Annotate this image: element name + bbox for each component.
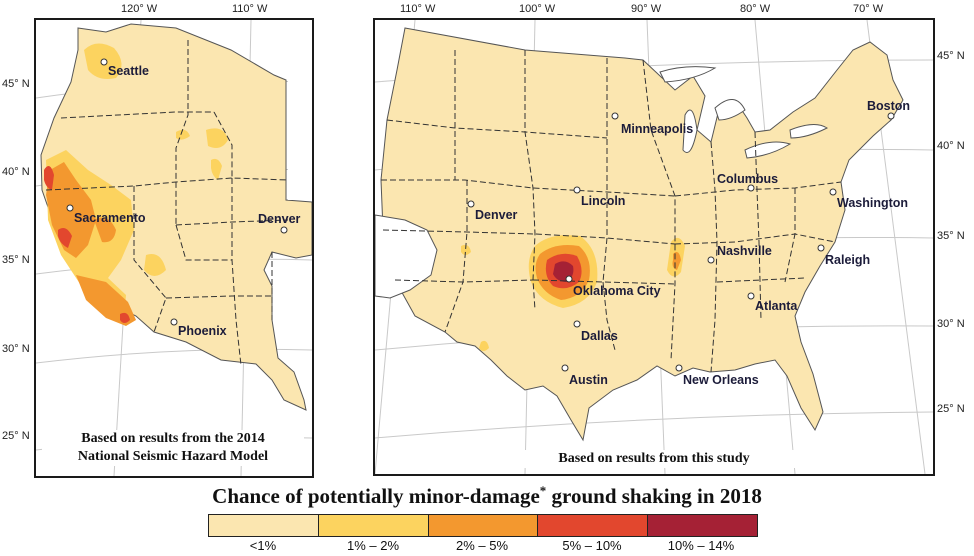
city-label-raleigh: Raleigh	[825, 253, 870, 267]
right-state-borders	[381, 50, 842, 373]
legend-label-10-14: 10% – 14%	[667, 538, 735, 553]
right-lat-tick-35: 35° N	[937, 230, 965, 242]
city-marker-denver	[467, 200, 475, 208]
title-main: Chance of potentially minor-damage	[212, 484, 540, 508]
legend-swatch-2-5	[428, 515, 539, 536]
city-marker-nashville	[707, 256, 715, 264]
right-lon-tick-90: 90° W	[631, 3, 662, 15]
legend-swatch-1-2	[318, 515, 429, 536]
city-marker-atlanta	[747, 292, 755, 300]
city-label-minneapolis: Minneapolis	[621, 122, 693, 136]
right-lat-tick-45: 45° N	[937, 50, 965, 62]
left-hazard-5-10pct	[44, 166, 130, 323]
city-marker-austin	[561, 364, 569, 372]
city-label-dallas: Dallas	[581, 329, 618, 343]
western-us-map-panel: Seattle Sacramento Denver Phoenix Based …	[34, 18, 314, 478]
city-label-phoenix: Phoenix	[178, 324, 227, 338]
legend-swatch-10-14	[648, 515, 757, 536]
city-marker-sacramento	[66, 204, 74, 212]
city-marker-seattle	[100, 58, 108, 66]
city-marker-minneapolis	[611, 112, 619, 120]
right-lon-tick-110: 110° W	[400, 3, 436, 15]
right-lon-tick-70: 70° W	[853, 3, 884, 15]
left-state-borders	[45, 40, 289, 366]
contiguous-us-map: Minneapolis Boston Columbus Lincoln Denv…	[375, 20, 933, 474]
title-tail: ground shaking in 2018	[546, 484, 762, 508]
left-map-caption: Based on results from the 2014 National …	[42, 430, 304, 466]
left-lat-tick-40: 40° N	[2, 166, 30, 178]
legend-swatch-lt1	[209, 515, 319, 536]
title-asterisk: *	[539, 483, 547, 498]
city-marker-phoenix	[170, 318, 178, 326]
legend-color-bar	[208, 514, 758, 537]
legend-label-lt1: <1%	[249, 538, 277, 553]
legend-label-5-10: 5% – 10%	[562, 538, 622, 553]
city-label-boston: Boston	[867, 99, 910, 113]
contiguous-us-map-panel: Minneapolis Boston Columbus Lincoln Denv…	[373, 18, 935, 476]
legend-label-1-2: 1% – 2%	[346, 538, 400, 553]
contiguous-us-landmass	[380, 27, 904, 442]
city-label-austin: Austin	[569, 373, 608, 387]
right-lon-tick-80: 80° W	[740, 3, 771, 15]
city-marker-denver-left	[280, 226, 288, 234]
legend-swatch-5-10	[538, 515, 649, 536]
city-label-sacramento: Sacramento	[74, 211, 146, 225]
left-lat-tick-30: 30° N	[2, 343, 30, 355]
right-lat-tick-25: 25° N	[937, 403, 965, 415]
city-label-washington: Washington	[837, 196, 908, 210]
right-lat-tick-30: 30° N	[937, 318, 965, 330]
legend-label-2-5: 2% – 5%	[455, 538, 509, 553]
right-lon-tick-100: 100° W	[519, 3, 556, 15]
right-lat-tick-40: 40° N	[937, 140, 965, 152]
right-city-markers	[467, 112, 895, 372]
figure-title: Chance of potentially minor-damage* grou…	[0, 483, 974, 509]
city-marker-lincoln	[573, 186, 581, 194]
city-label-new-orleans: New Orleans	[683, 373, 759, 387]
city-marker-boston	[887, 112, 895, 120]
city-marker-washington	[829, 188, 837, 196]
left-caption-line-1: Based on results from the 2014	[81, 431, 265, 446]
left-lon-tick-120: 120° W	[121, 3, 158, 15]
city-marker-oklahoma-city	[565, 275, 573, 283]
left-lon-tick-110: 110° W	[232, 3, 268, 15]
city-label-lincoln: Lincoln	[581, 194, 625, 208]
left-lat-tick-35: 35° N	[2, 254, 30, 266]
city-label-nashville: Nashville	[717, 244, 772, 258]
city-marker-new-orleans	[675, 364, 683, 372]
left-lat-tick-25: 25° N	[2, 430, 30, 442]
city-marker-columbus	[747, 184, 755, 192]
city-label-columbus: Columbus	[717, 172, 778, 186]
city-label-oklahoma-city: Oklahoma City	[573, 284, 661, 298]
left-city-markers	[66, 58, 288, 326]
right-map-caption: Based on results from this study	[475, 450, 833, 468]
city-label-seattle: Seattle	[108, 64, 149, 78]
city-marker-dallas	[573, 320, 581, 328]
western-us-map: Seattle Sacramento Denver Phoenix	[36, 20, 312, 476]
city-label-denver: Denver	[475, 208, 518, 222]
city-label-denver-left: Denver	[258, 212, 301, 226]
left-lat-tick-45: 45° N	[2, 78, 30, 90]
city-marker-raleigh	[817, 244, 825, 252]
city-label-atlanta: Atlanta	[755, 299, 798, 313]
left-caption-line-2: National Seismic Hazard Model	[77, 449, 269, 464]
